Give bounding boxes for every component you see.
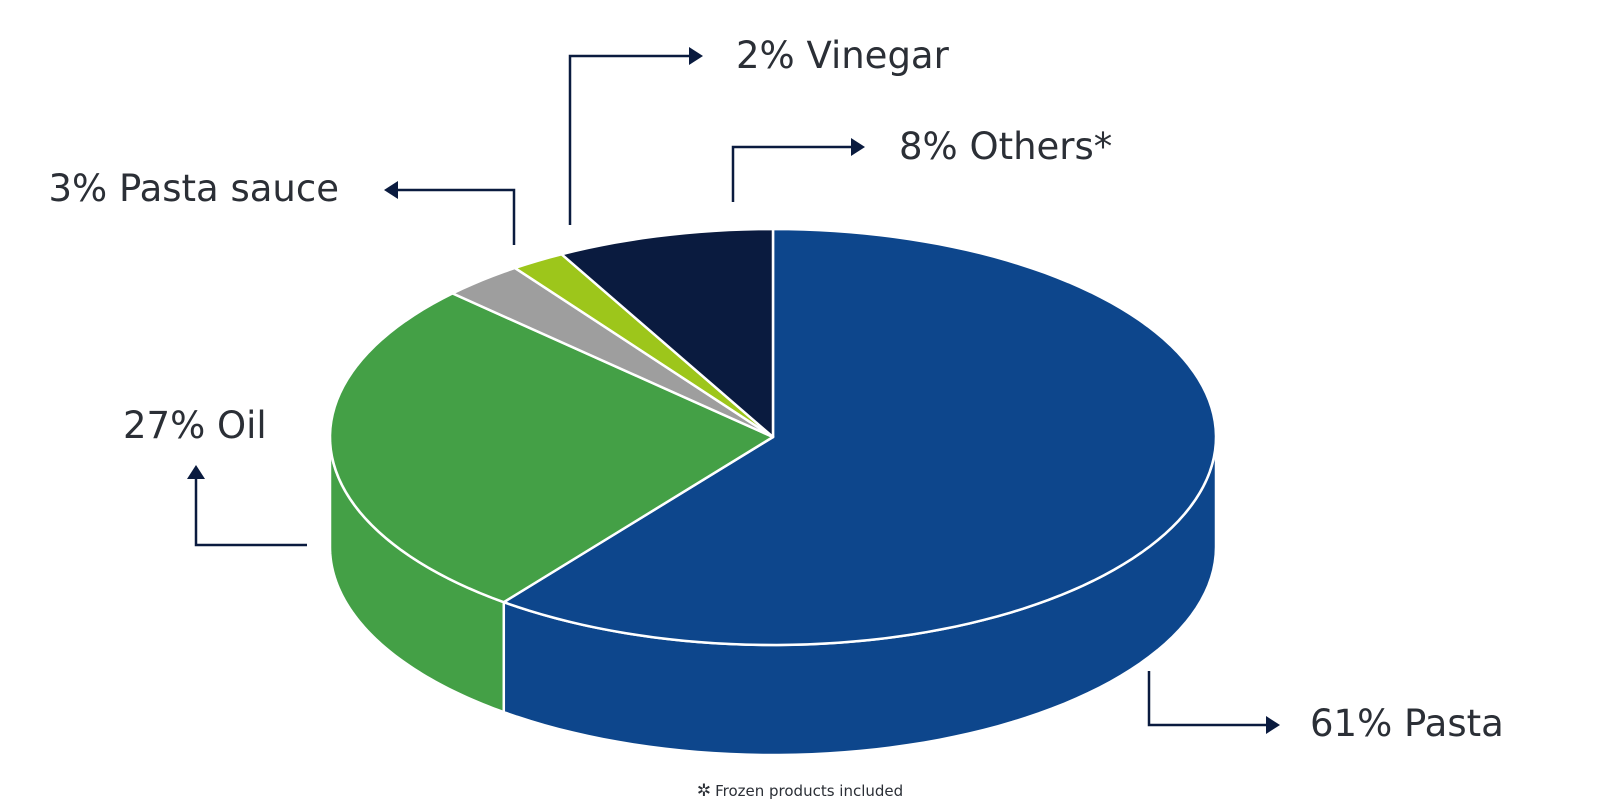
arrow-head-icon (1266, 716, 1280, 734)
arrow-line-pasta-sauce (394, 188, 516, 245)
label-pasta: 61% Pasta (1310, 702, 1504, 745)
slice-pasta (502, 227, 1218, 647)
footnote-text: Frozen products included (715, 782, 904, 800)
slice-labels: 61% Pasta 27% Oil 3% Pasta sauce 2% Vinegar… (48, 34, 1503, 745)
pie-top-faces (328, 227, 1218, 647)
arrow-head-icon (689, 47, 703, 65)
arrow-head-icon (187, 465, 205, 479)
slice-oil (328, 292, 775, 604)
arrow-line-oil (194, 475, 307, 547)
slice-pasta-sauce (451, 266, 775, 439)
label-pasta-sauce: 3% Pasta sauce (48, 167, 339, 210)
asterisk-icon: ✲ (696, 781, 712, 801)
arrow-line-vinegar (568, 54, 693, 225)
arrow-line-others (731, 145, 855, 202)
arrow-head-icon (851, 138, 865, 156)
label-arrows (187, 47, 1280, 734)
label-vinegar: 2% Vinegar (736, 34, 950, 77)
arrow-head-icon (384, 181, 398, 199)
arrow-line-pasta (1147, 671, 1270, 727)
label-others: 8% Others* (899, 125, 1112, 168)
footnote: ✲ Frozen products included (0, 781, 1600, 801)
label-oil: 27% Oil (123, 404, 267, 447)
slice-others (560, 227, 775, 439)
